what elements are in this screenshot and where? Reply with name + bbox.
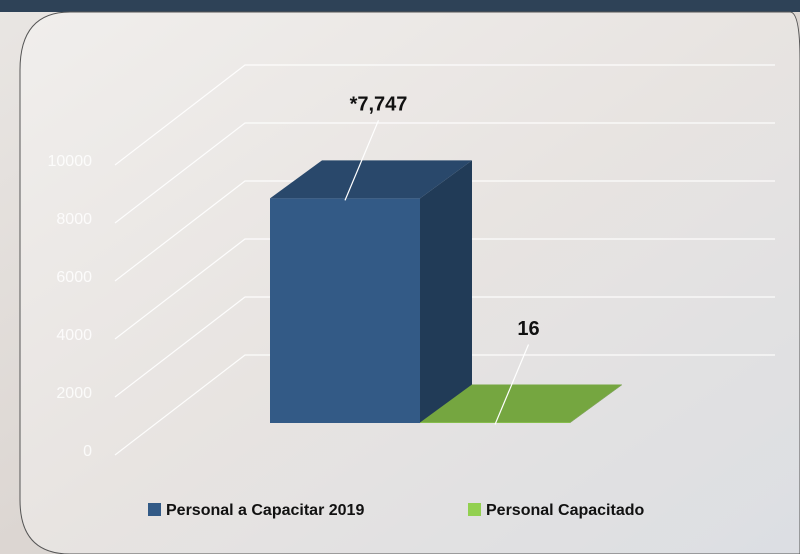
bar-top [420, 384, 622, 423]
bar-top [270, 160, 472, 199]
y-tick-label: 10000 [48, 153, 93, 170]
grid-line [114, 180, 775, 282]
label-leader [344, 120, 380, 201]
legend-label: Personal a Capacitar 2019 [166, 502, 364, 519]
legend-label: Personal Capacitado [486, 502, 645, 519]
y-tick-label: 0 [83, 443, 92, 460]
bar-side [420, 160, 472, 423]
grid-line [114, 122, 775, 224]
data-label: *7,747 [350, 94, 408, 116]
data-label: 16 [517, 318, 539, 340]
grid-line [114, 238, 775, 340]
y-tick-label: 2000 [56, 385, 92, 402]
y-tick-label: 6000 [56, 269, 92, 286]
label-leader [494, 344, 530, 425]
legend-swatch [468, 503, 481, 516]
legend-swatch [148, 503, 161, 516]
header-bar [0, 0, 800, 12]
grid-line [114, 296, 775, 398]
bar-side [570, 384, 622, 423]
y-tick-label: 4000 [56, 327, 92, 344]
grid-line [114, 354, 775, 456]
grid-line [114, 64, 775, 166]
y-tick-label: 8000 [56, 211, 92, 228]
bar [270, 198, 420, 423]
